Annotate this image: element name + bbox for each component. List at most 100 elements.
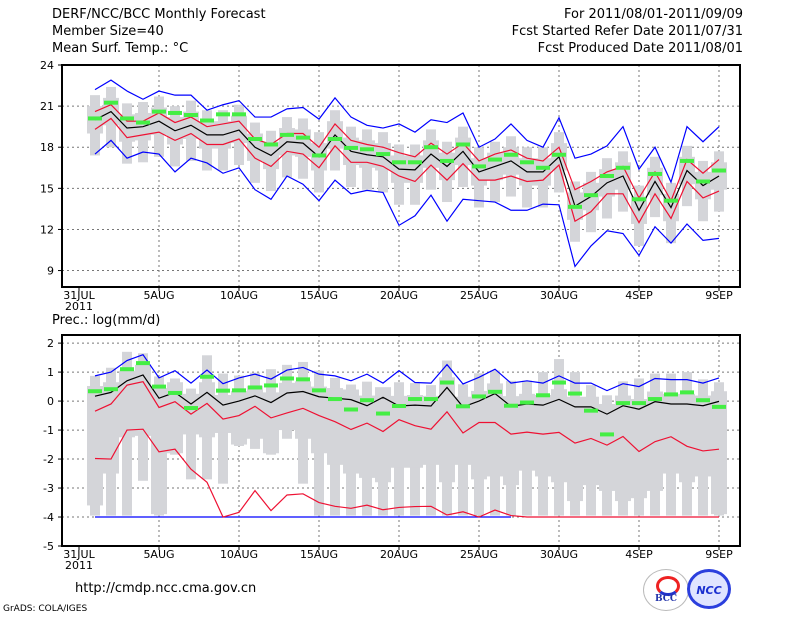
- x-tick-label: 20AUG: [380, 289, 418, 302]
- observed-marker: [648, 171, 662, 176]
- observed-marker: [344, 407, 358, 412]
- y-tick-label: 1: [47, 366, 54, 379]
- observed-marker: [648, 397, 662, 402]
- observed-marker: [376, 411, 390, 416]
- y-tick-label: 24: [40, 59, 54, 72]
- plot-frame: [61, 64, 741, 288]
- observed-marker: [472, 394, 486, 399]
- y-tick-label: 21: [40, 100, 54, 113]
- observed-marker: [696, 398, 710, 403]
- y-tick-label: -1: [43, 424, 54, 437]
- x-tick-label: 9SEP: [705, 548, 733, 561]
- temperature-panel: 24 21 18 15 12 9 31JUL 5AUG 10AUG 15AUG 20AUG 25AUG…: [40, 59, 741, 313]
- observed-marker: [216, 112, 230, 117]
- range-box: [391, 395, 407, 468]
- observed-marker: [456, 404, 470, 409]
- x-tick-label: 9SEP: [705, 289, 733, 302]
- observed-marker: [136, 120, 150, 125]
- observed-marker: [168, 390, 182, 395]
- range-box: [567, 396, 583, 502]
- top-panel-variable: Mean Surf. Temp.: °C: [52, 41, 189, 56]
- ncc-logo-text: NCC: [696, 584, 722, 597]
- observed-marker: [120, 116, 134, 121]
- observed-marker: [472, 164, 486, 169]
- range-box: [247, 385, 263, 439]
- observed-marker: [712, 404, 726, 409]
- ensemble-mean-line: [94, 110, 720, 212]
- observed-marker: [296, 135, 310, 140]
- observed-marker: [408, 160, 422, 165]
- range-box: [663, 393, 679, 474]
- precip-panel: 2 1 0 -1 -2 -3 -4 -5 31JUL 5AUG 10AUG 15AUG 20AUG 25A…: [43, 334, 741, 572]
- forecast-period: For 2011/08/01-2011/09/09: [564, 7, 743, 22]
- y-tick-label: 9: [47, 265, 54, 278]
- range-box: [359, 395, 375, 478]
- observed-marker: [680, 158, 694, 163]
- range-box: [279, 382, 295, 431]
- x-tick-label: 25AUG: [460, 548, 498, 561]
- observed-marker: [248, 385, 262, 390]
- observed-marker: [280, 132, 294, 137]
- observed-marker: [200, 374, 214, 379]
- observed-marker: [552, 152, 566, 157]
- range-box: [487, 383, 503, 477]
- observed-marker: [328, 137, 342, 141]
- y-tick-label: 15: [40, 182, 54, 195]
- observed-marker: [360, 398, 374, 403]
- source-url[interactable]: http://cmdp.ncc.cma.gov.cn: [75, 581, 257, 596]
- range-box: [103, 382, 119, 474]
- observed-marker: [280, 376, 294, 381]
- observed-marker: [296, 377, 310, 382]
- forecast-produced-date: Fcst Produced Date 2011/08/01: [537, 41, 743, 56]
- observed-marker: [200, 118, 214, 123]
- x-tick-label: 10AUG: [220, 548, 258, 561]
- observed-marker: [568, 204, 582, 209]
- observed-marker: [152, 384, 166, 389]
- observed-marker: [632, 401, 646, 406]
- observed-marker: [312, 388, 326, 393]
- observed-marker: [456, 142, 470, 147]
- observed-marker: [584, 408, 598, 413]
- spread-upper-line: [94, 380, 720, 453]
- y-tick-label: -4: [43, 511, 54, 524]
- range-box: [599, 403, 615, 491]
- range-box: [87, 386, 103, 506]
- observed-marker: [184, 113, 198, 118]
- y-tick-label: 18: [40, 141, 54, 154]
- observed-marker: [520, 400, 534, 405]
- min-line: [94, 139, 720, 268]
- range-box: [679, 393, 695, 483]
- observed-marker: [488, 157, 502, 162]
- observed-marker: [616, 165, 630, 170]
- observed-marker: [392, 160, 406, 165]
- observed-marker: [616, 401, 630, 406]
- observed-marker: [504, 403, 518, 408]
- x-tick-label: 31JUL: [63, 289, 95, 302]
- observed-marker: [600, 432, 614, 437]
- range-box: [119, 370, 135, 438]
- observed-marker: [536, 165, 550, 170]
- range-box: [551, 389, 567, 483]
- x-tick-label: 4SEP: [625, 289, 653, 302]
- range-box: [615, 395, 631, 502]
- member-size: Member Size=40: [52, 24, 164, 39]
- observed-marker: [152, 109, 166, 114]
- range-box: [407, 394, 423, 468]
- observed-marker: [120, 367, 134, 372]
- observed-marker: [584, 193, 598, 198]
- range-box: [167, 382, 183, 454]
- x-tick-label: 25AUG: [460, 289, 498, 302]
- observed-marker: [392, 404, 406, 409]
- range-box: [311, 386, 327, 454]
- y-tick-label: -3: [43, 482, 54, 495]
- observed-marker: [360, 147, 374, 152]
- spread-upper-line: [94, 104, 720, 203]
- observed-marker: [408, 397, 422, 402]
- range-box: [631, 399, 647, 499]
- observed-marker: [440, 380, 454, 385]
- range-box: [535, 394, 551, 477]
- observed-marker: [424, 145, 438, 150]
- x-tick-label: 15AUG: [300, 289, 338, 302]
- observed-marker: [568, 391, 582, 396]
